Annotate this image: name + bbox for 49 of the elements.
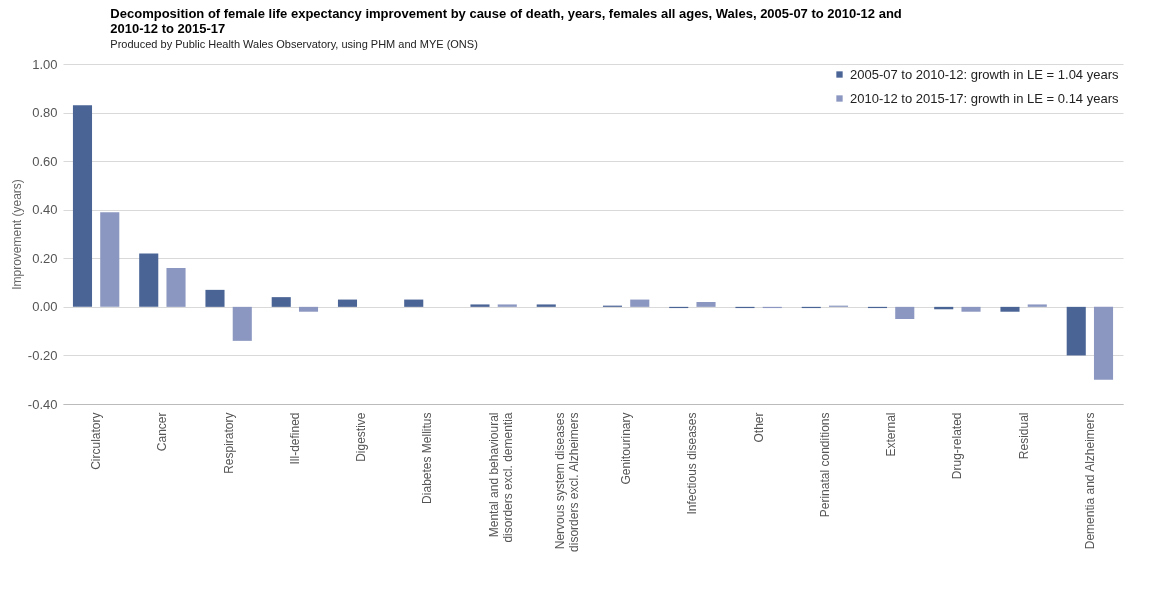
bar [232,306,252,341]
bar [895,306,915,319]
bar [404,299,424,307]
bar [696,302,716,307]
y-tick-label: 0.00 [32,299,58,315]
x-tick-label: Perinatal conditions [817,412,832,518]
bar [1000,306,1020,312]
bar [536,304,556,307]
y-tick-label: 1.00 [32,56,58,72]
bar [1066,306,1086,356]
y-tick-label: -0.40 [27,396,58,412]
x-tick-label: Circulatory [89,412,104,470]
x-tick-label: External [884,412,899,457]
bar [298,306,319,312]
bar [1093,306,1114,380]
bar [271,297,291,307]
bar [497,304,517,307]
bar [72,105,93,307]
y-axis-title: Improvement (years) [9,179,24,290]
x-tick-label: Mental and behavioural disorders excl. dementia [486,412,515,543]
y-tick-label: 0.20 [32,250,58,266]
bar [166,268,186,307]
x-tick-label: Drug-related [950,412,965,480]
x-tick-label: Dementia and Alzheimers [1082,412,1097,550]
x-tick-label: Diabetes Mellitus [420,412,435,504]
x-tick-label: Ill-defined [287,412,302,465]
bar [1027,304,1047,307]
y-tick-label: -0.20 [27,347,58,363]
legend-label: 2005-07 to 2010-12: growth in LE = 1.04 years [850,66,1119,82]
x-tick-label: Genitourinary [619,412,634,485]
chart-title: Decomposition of female life expectancy improvement by cause of death, years, females all ages, Wales, 2005-07 to 2010-12 and 2010-12 to 2015-17 [110,6,902,36]
bar [630,299,650,307]
bar [470,304,490,307]
y-tick-label: 0.60 [32,153,58,169]
bar [337,299,358,307]
legend-label: 2010-12 to 2015-17: growth in LE = 0.14 years [850,90,1119,106]
y-tick-label: 0.40 [32,202,58,218]
bar [205,289,225,307]
x-tick-label: Residual [1016,412,1031,460]
x-tick-label: Cancer [155,412,170,452]
chart-subtitle: Produced by Public Health Wales Observatory, using PHM and MYE (ONS) [110,38,478,50]
x-tick-label: Infectious diseases [685,412,700,515]
bar [139,253,159,307]
x-tick-label: Digestive [354,412,369,462]
y-tick-label: 0.80 [32,105,58,121]
bar [100,212,120,307]
bar [961,306,981,312]
x-tick-label: Other [751,412,766,443]
x-tick-label: Respiratory [221,412,236,474]
